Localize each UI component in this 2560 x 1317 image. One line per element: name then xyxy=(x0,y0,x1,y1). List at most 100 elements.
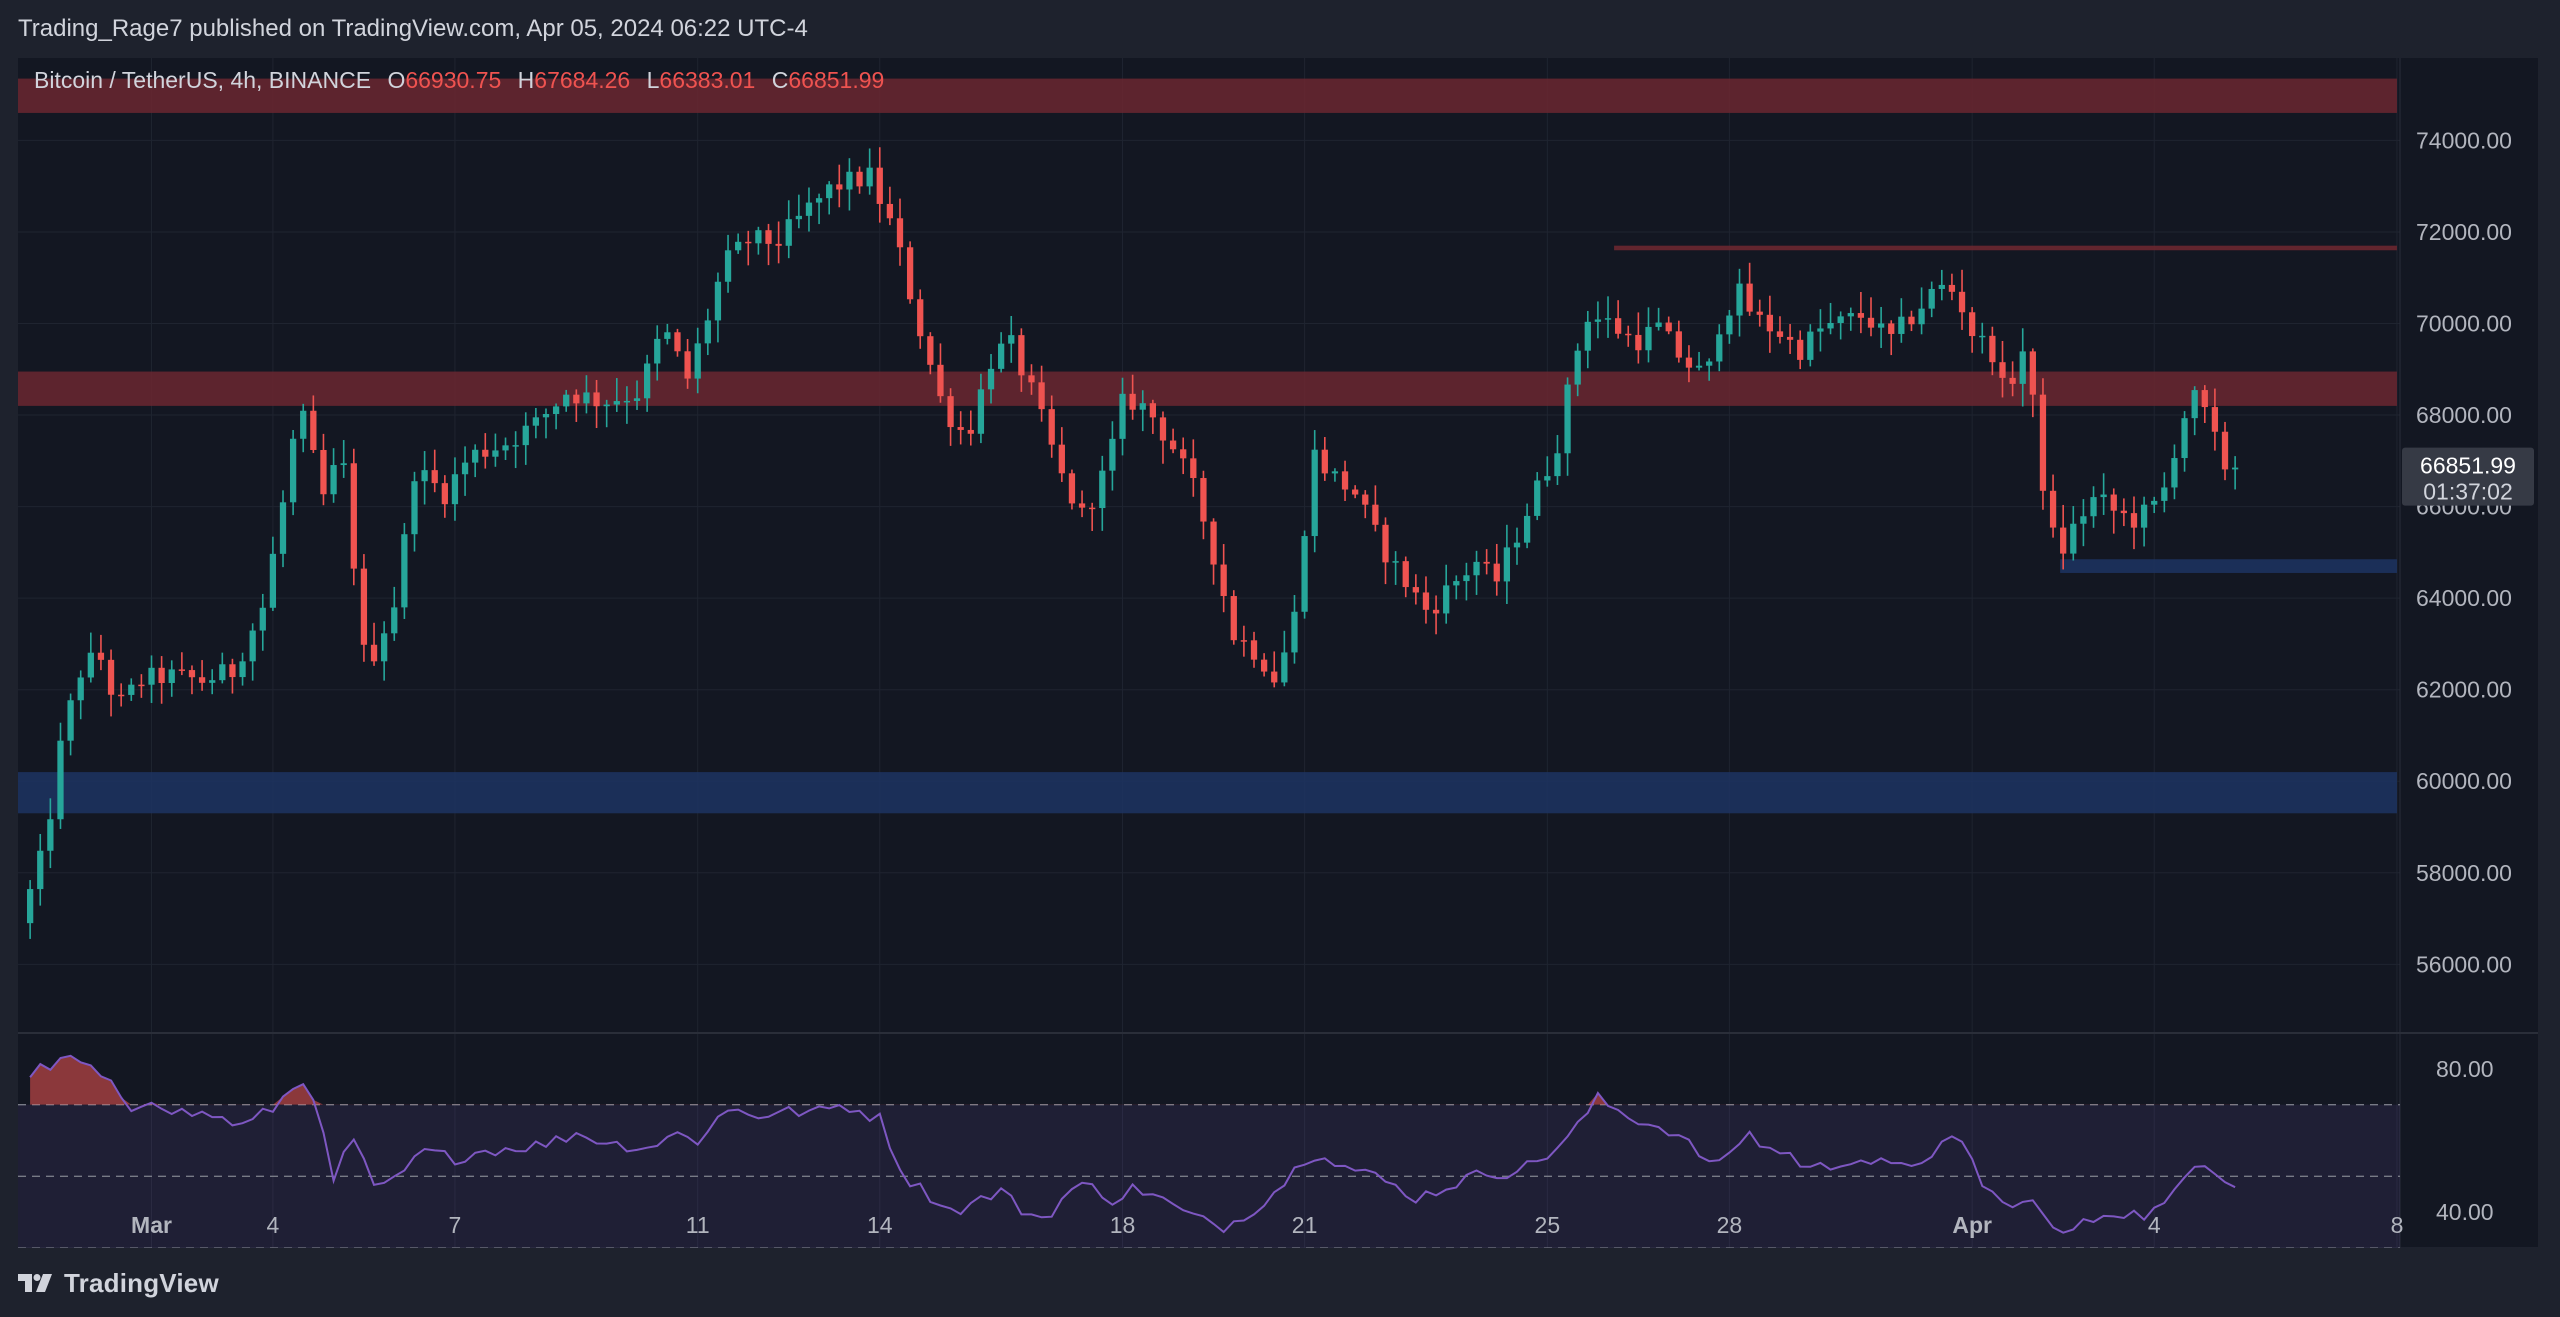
time-axis[interactable]: Mar 4 7 11 14 18 21 25 28 Apr 4 8 xyxy=(131,1212,2403,1238)
candle-up xyxy=(1513,542,1521,548)
candle-down xyxy=(370,644,378,662)
candle-up xyxy=(1594,319,1602,322)
candle-down xyxy=(2221,431,2229,470)
candle-up xyxy=(522,425,529,446)
candle-down xyxy=(1210,521,1217,565)
tradingview-logo[interactable]: TradingView xyxy=(18,1258,219,1308)
time-tick-label: 28 xyxy=(1717,1212,1743,1238)
candle-down xyxy=(441,483,448,505)
candle-down xyxy=(856,171,863,187)
candle-up xyxy=(502,445,509,451)
candle-down xyxy=(876,167,883,204)
candle-up xyxy=(2181,418,2188,459)
price-chart[interactable]: Bitcoin / TetherUS, 4h, BINANCE O66930.7… xyxy=(18,58,2538,1248)
candle-up xyxy=(1736,283,1743,316)
candle-up xyxy=(1109,438,1116,471)
candle-down xyxy=(1797,339,1804,360)
candle-up xyxy=(664,332,671,339)
candle-up xyxy=(239,661,246,678)
bar-countdown: 01:37:02 xyxy=(2423,479,2513,505)
candle-down xyxy=(1028,375,1035,383)
candle-up xyxy=(289,438,297,503)
candle-down xyxy=(1422,592,1430,610)
candle-down xyxy=(906,247,914,300)
candle-up xyxy=(401,534,408,608)
candle-up xyxy=(2100,494,2107,498)
candle-up xyxy=(451,474,459,505)
price-tick-label: 62000.00 xyxy=(2416,677,2512,703)
price-tick-label: 56000.00 xyxy=(2416,951,2512,977)
zones-layer xyxy=(18,78,2397,814)
candle-up xyxy=(815,198,823,203)
candle-down xyxy=(178,669,185,671)
candle-up xyxy=(1503,547,1511,582)
candle-up xyxy=(987,368,995,390)
badge-background xyxy=(2402,447,2534,506)
candle-down xyxy=(684,351,691,379)
candle-up xyxy=(795,215,802,220)
candle-down xyxy=(1250,640,1258,660)
candle-up xyxy=(391,607,398,634)
candle-up xyxy=(1918,308,1925,325)
symbol-name: Bitcoin / TetherUS, 4h, BINANCE xyxy=(34,67,371,93)
time-tick-label: 21 xyxy=(1292,1212,1318,1238)
candle-up xyxy=(1564,384,1571,454)
price-axis[interactable]: 56000.00 58000.00 60000.00 62000.00 64000.00… xyxy=(2416,127,2512,977)
price-tick-label: 72000.00 xyxy=(2416,219,2512,245)
candle-down xyxy=(1169,440,1177,450)
chart-area[interactable]: Bitcoin / TetherUS, 4h, BINANCE O66930.7… xyxy=(18,58,2538,1248)
candle-up xyxy=(1443,585,1450,614)
time-tick-label: 25 xyxy=(1535,1212,1561,1238)
candle-up xyxy=(1331,471,1339,474)
candle-up xyxy=(583,392,590,404)
candle-up xyxy=(77,677,84,701)
candle-up xyxy=(1463,575,1470,582)
open-value: 66930.75 xyxy=(405,67,501,93)
candle-up xyxy=(1847,313,1854,317)
candle-down xyxy=(836,184,843,190)
candle-up xyxy=(785,219,792,246)
candle-up xyxy=(1574,350,1581,385)
candle-down xyxy=(2029,351,2036,395)
candle-down xyxy=(957,427,964,430)
candle-up xyxy=(603,404,610,407)
candle-up xyxy=(1716,334,1723,362)
candle-up xyxy=(977,389,985,434)
candle-up xyxy=(259,607,266,631)
support-zone xyxy=(2060,559,2397,573)
candle-down xyxy=(1776,331,1784,337)
time-tick-label: Apr xyxy=(1952,1212,1992,1238)
rsi-line xyxy=(29,1054,2236,1234)
candle-down xyxy=(1089,507,1096,510)
candle-down xyxy=(1048,409,1055,445)
candle-up xyxy=(532,417,540,426)
candle-down xyxy=(1149,403,1156,418)
time-tick-label: 7 xyxy=(449,1212,462,1238)
candle-up xyxy=(1473,561,1480,576)
candle-down xyxy=(1240,640,1248,642)
candle-up xyxy=(1898,316,1905,334)
candle-up xyxy=(2171,458,2178,488)
rsi-pane[interactable]: 80.00 40.00 xyxy=(18,1054,2494,1248)
price-tick-label: 74000.00 xyxy=(2416,127,2512,153)
price-tick-label: 60000.00 xyxy=(2416,768,2512,794)
candle-up xyxy=(714,281,722,321)
candle-down xyxy=(1756,311,1763,315)
candle-up xyxy=(128,684,135,695)
candle-up xyxy=(219,664,226,681)
candle-down xyxy=(2049,490,2057,528)
candle-down xyxy=(1989,335,1996,363)
candle-down xyxy=(350,463,357,569)
candle-up xyxy=(1706,361,1713,366)
candle-down xyxy=(1493,563,1500,582)
candle-down xyxy=(97,652,105,660)
candle-up xyxy=(866,167,873,187)
candle-up xyxy=(724,250,732,282)
candle-up xyxy=(1311,449,1318,537)
candle-up xyxy=(1544,476,1551,481)
candle-down xyxy=(775,243,782,246)
candle-down xyxy=(1129,393,1136,410)
candle-down xyxy=(1948,284,1956,292)
candle-down xyxy=(896,218,904,248)
candle-up xyxy=(148,667,155,685)
